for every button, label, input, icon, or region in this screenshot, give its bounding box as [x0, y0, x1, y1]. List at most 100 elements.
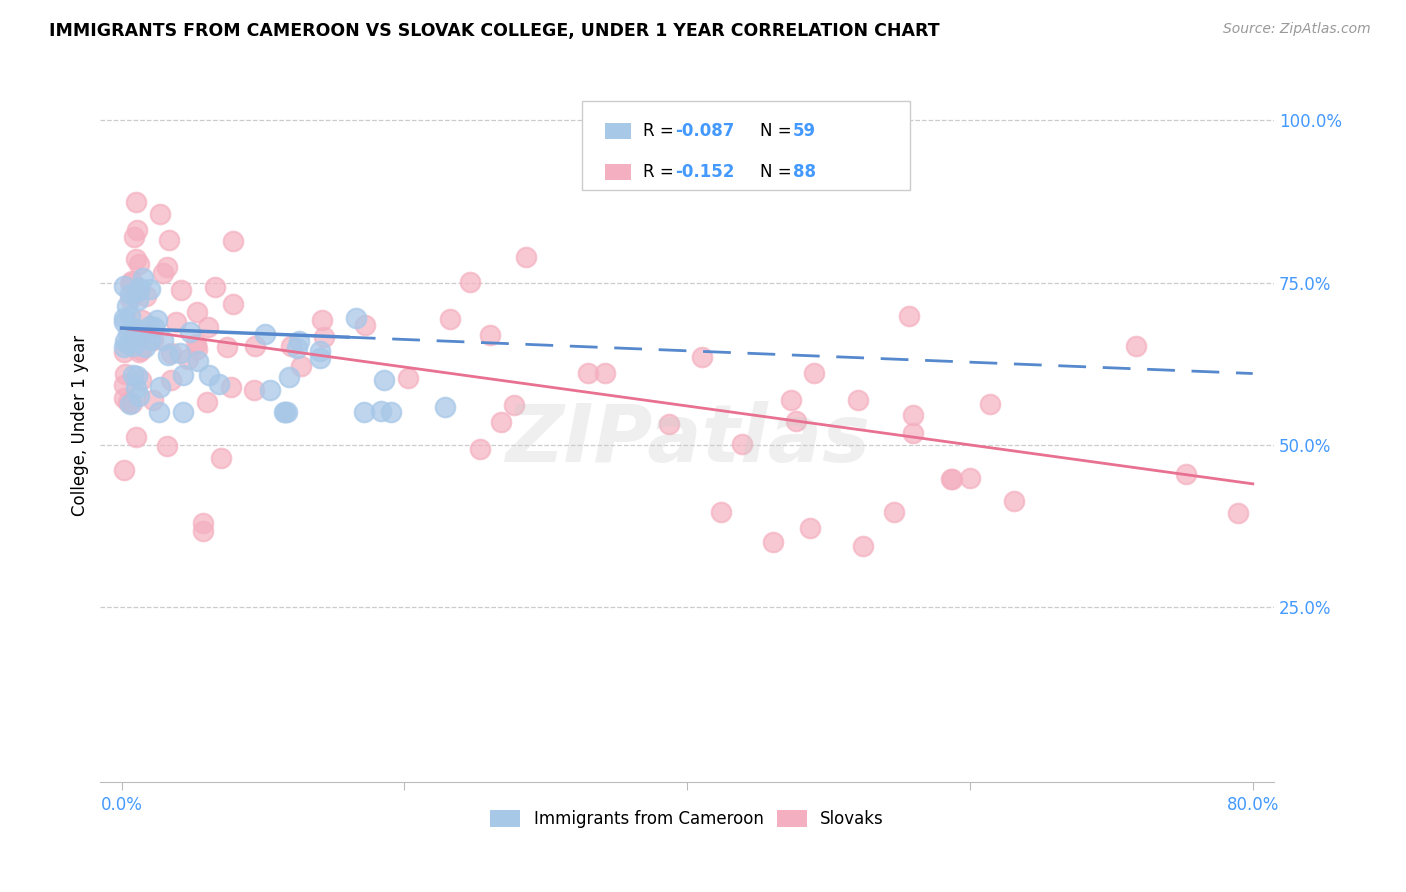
Point — [128, 389, 150, 403]
Point — [129, 327, 152, 342]
Point — [242, 384, 264, 398]
Point — [129, 326, 152, 341]
Point — [288, 334, 311, 348]
Point — [128, 282, 150, 296]
Point — [285, 342, 308, 356]
Point — [1175, 467, 1198, 482]
FancyBboxPatch shape — [605, 123, 631, 139]
Point — [177, 351, 200, 366]
Point — [941, 472, 963, 486]
Point — [959, 471, 981, 485]
Point — [1004, 494, 1026, 508]
Point — [290, 359, 312, 373]
Point — [143, 320, 166, 334]
Point — [901, 408, 924, 422]
Point — [146, 313, 169, 327]
Point — [124, 429, 146, 443]
Text: N =: N = — [759, 122, 797, 140]
Point — [114, 368, 136, 382]
Point — [112, 279, 135, 293]
Point — [184, 337, 207, 351]
Point — [309, 351, 332, 365]
Point — [159, 346, 181, 360]
Point — [710, 505, 733, 519]
Point — [129, 343, 152, 358]
Point — [353, 405, 375, 419]
Point — [259, 383, 281, 397]
Point — [479, 327, 502, 342]
Point — [139, 282, 162, 296]
Point — [128, 281, 150, 295]
Point — [253, 326, 276, 341]
Text: -0.087: -0.087 — [675, 122, 735, 140]
Point — [576, 367, 599, 381]
Point — [112, 463, 135, 477]
Point — [195, 395, 218, 409]
Point — [503, 398, 526, 412]
Point — [208, 376, 231, 391]
Point — [152, 266, 174, 280]
Point — [204, 280, 226, 294]
Point — [170, 283, 193, 297]
Point — [132, 271, 155, 285]
Point — [117, 337, 139, 351]
Point — [122, 368, 145, 382]
Point — [125, 368, 148, 383]
Point — [179, 325, 201, 339]
FancyBboxPatch shape — [582, 101, 910, 190]
Point — [309, 344, 332, 359]
Point — [124, 229, 146, 244]
Point — [112, 392, 135, 406]
Point — [128, 257, 150, 271]
Point — [152, 333, 174, 347]
Point — [197, 368, 219, 382]
Point — [122, 321, 145, 335]
Point — [852, 539, 875, 553]
Point — [148, 405, 170, 419]
Point — [515, 251, 537, 265]
Point — [197, 319, 219, 334]
Point — [122, 339, 145, 353]
Point — [273, 405, 295, 419]
Point — [112, 345, 135, 359]
Point — [370, 404, 392, 418]
Point — [276, 405, 298, 419]
Point — [125, 381, 148, 395]
Point — [799, 521, 821, 535]
Point — [139, 333, 162, 347]
Point — [489, 415, 512, 429]
Point — [135, 289, 157, 303]
Point — [172, 405, 194, 419]
Text: Source: ZipAtlas.com: Source: ZipAtlas.com — [1223, 22, 1371, 37]
Point — [114, 334, 136, 349]
Point — [344, 310, 367, 325]
Point — [780, 393, 803, 408]
Point — [122, 328, 145, 343]
Point — [897, 309, 920, 323]
Text: N =: N = — [759, 163, 797, 181]
Point — [112, 377, 135, 392]
Point — [149, 380, 172, 394]
Point — [731, 437, 754, 451]
Point — [846, 392, 869, 407]
Point — [243, 339, 266, 353]
Point — [121, 396, 143, 410]
Point — [131, 313, 153, 327]
Point — [380, 405, 402, 419]
Point — [148, 207, 170, 221]
Point — [138, 318, 160, 333]
Point — [172, 368, 194, 382]
Point — [396, 371, 419, 385]
Point — [439, 312, 461, 326]
Text: -0.152: -0.152 — [675, 163, 735, 181]
Point — [125, 252, 148, 266]
Point — [222, 297, 245, 311]
Point — [193, 524, 215, 538]
Point — [314, 330, 336, 344]
Point — [157, 233, 180, 247]
Point — [156, 348, 179, 362]
Point — [433, 400, 456, 414]
Point — [121, 274, 143, 288]
Point — [125, 223, 148, 237]
Point — [191, 516, 214, 530]
